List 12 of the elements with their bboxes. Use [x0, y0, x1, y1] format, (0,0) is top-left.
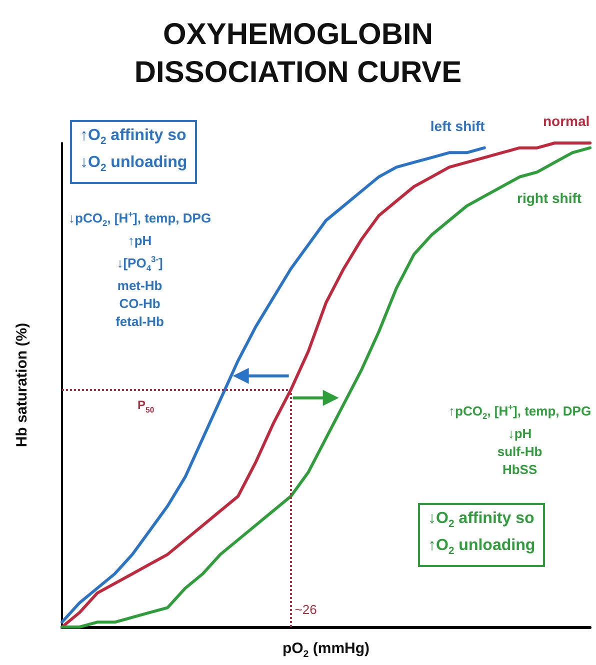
series-label: left shift [430, 118, 485, 134]
annotation: ~26 [294, 601, 317, 619]
annotation: ↑pCO$_{2}$, [H$^{+}$], temp, DPG ↓pH sulf-Hb HbSS [448, 401, 592, 479]
chart-title: OXYHEMOGLOBIN DISSOCIATION CURVE [133, 17, 463, 91]
text: ↓pCO$_{2}$, [H$^{+}$], temp, DPG ↑pH ↓[PO$_{4}$$^{3-}$] met-Hb CO-Hb fetal-Hb [68, 209, 212, 329]
x-axis-title: pO$_{2}$ (mmHg) [281, 640, 371, 660]
series-label: normal [543, 113, 590, 129]
series-label: right shift [517, 190, 582, 206]
note-box: ↓O$_{2}$ affinity so ↑O$_{2}$ unloading [418, 503, 546, 568]
note-box: ↑O$_{2}$ affinity so ↓O$_{2}$ unloading [70, 120, 198, 184]
ref-line-label: P$_{50}$ [138, 398, 154, 414]
y-axis-title: Hb saturation (%) [14, 322, 30, 448]
